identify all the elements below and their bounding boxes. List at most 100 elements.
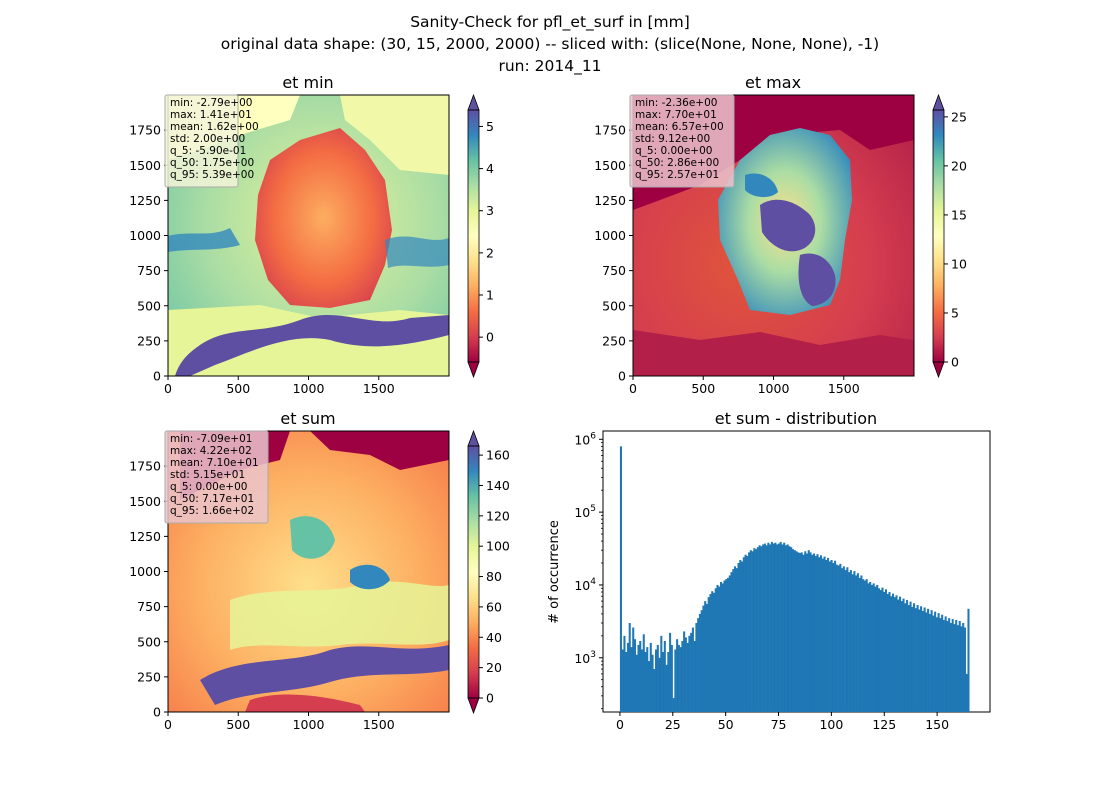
hist-bar: [828, 561, 831, 712]
hist-bar: [805, 553, 809, 712]
y-tick-label: 500: [137, 298, 161, 313]
hist-bar: [899, 596, 902, 712]
hist-bar: [956, 625, 959, 712]
hist-bar: [923, 607, 926, 712]
y-tick-label: 1500: [594, 158, 626, 173]
y-tick-label: 500: [602, 298, 626, 313]
colorbar-tick-label: 40: [486, 630, 502, 645]
hist-bar: [674, 649, 677, 712]
hist-bar: [669, 632, 672, 712]
hist-bar: [714, 588, 717, 712]
hist-bar: [946, 620, 949, 712]
y-tick-label: 1000: [129, 228, 161, 243]
colorbar-tick-label: 60: [486, 599, 502, 614]
colorbar-extend-top: [932, 93, 945, 111]
hist-bar: [770, 541, 773, 712]
colorbar-tick-label: 0: [486, 691, 494, 706]
hist-bar: [793, 550, 796, 712]
x-tick-label: 1500: [828, 381, 860, 396]
hist-bar: [709, 594, 712, 712]
hist-bar: [928, 613, 931, 712]
y-tick-label: 0: [153, 705, 161, 720]
hist-bar: [665, 664, 668, 712]
stat-line: min: -2.79e+00: [170, 97, 252, 109]
hist-bar: [637, 644, 640, 712]
hist-bar: [707, 597, 710, 712]
hist-bar: [963, 627, 967, 712]
hist-bar: [920, 606, 923, 712]
hist-bar: [684, 637, 687, 712]
hist-bar: [648, 661, 651, 712]
x-tick-label: 1000: [293, 717, 325, 732]
hist-bar: [821, 558, 824, 712]
hist-bar: [900, 601, 903, 712]
hist-bar: [839, 563, 842, 712]
hist-bar: [907, 605, 910, 712]
colorbar-tick-label: 140: [486, 478, 510, 493]
hist-bar: [883, 592, 886, 712]
hist-bar: [730, 572, 733, 712]
hist-bar: [683, 631, 686, 712]
hist-bar: [623, 635, 626, 712]
hist-bar: [655, 649, 658, 712]
axes-et-min: 0 500 1000 1500 0 250 500 750 1000 1250 1500 1750: [129, 94, 450, 396]
colorbar-tick-label: 100: [486, 539, 510, 554]
y-tick-label: 103: [574, 650, 596, 666]
hist-bar: [844, 570, 847, 712]
hist-bar: [688, 635, 691, 712]
colorbar-tick-label: 20: [951, 158, 967, 173]
x-tick-label: 0: [629, 381, 637, 396]
x-tick-label: 500: [226, 381, 250, 396]
colorbar-tick-label: 2: [486, 245, 494, 260]
hist-bar: [619, 446, 622, 712]
stat-line: std: 2.00e+00: [170, 133, 245, 145]
high-patch: [745, 173, 778, 198]
x-tick-label: 75: [771, 717, 787, 732]
hist-bar: [951, 619, 954, 712]
hist-bar: [663, 640, 666, 712]
hist-bar: [818, 557, 821, 712]
hist-bar: [677, 644, 680, 712]
hist-bar: [783, 542, 786, 712]
stat-line: q_50: 1.75e+00: [170, 157, 254, 169]
colorbar-et-max: 0 5 10 15 20 25: [932, 93, 967, 379]
hist-bar: [855, 575, 858, 712]
y-tick-label: 1500: [129, 158, 161, 173]
axes-et-sum: 0 500 1000 1500 0 250 500 750 1000 1250 1500 1750: [129, 430, 450, 732]
hist-bar: [958, 620, 961, 712]
hist-bar: [718, 586, 721, 712]
high-patch: [168, 228, 240, 252]
y-tick-label: 750: [137, 599, 161, 614]
hist-bar: [758, 545, 761, 712]
colorbar-tick-label: 160: [486, 448, 510, 463]
colorbar-et-sum: 0 20 40 60 80 100 120 140 160: [467, 429, 510, 715]
hist-bar: [744, 554, 747, 712]
hist-bar: [719, 581, 723, 712]
hist-bar: [712, 592, 716, 712]
hist-bar: [798, 552, 802, 712]
hist-bar: [955, 620, 958, 712]
hist-bar: [781, 544, 784, 712]
panel-title-et-min: et min: [282, 73, 333, 92]
stat-line: mean: 6.57e+00: [635, 121, 724, 133]
stat-line: max: 7.70e+01: [635, 109, 717, 121]
hist-bar: [825, 560, 828, 712]
hist-bar: [865, 579, 868, 712]
hist-bar: [816, 554, 819, 712]
hist-bar: [862, 579, 865, 712]
hist-bar: [870, 584, 873, 712]
y-tick-label: 1000: [129, 564, 161, 579]
hist-bar: [726, 577, 730, 712]
hist-bar: [746, 555, 749, 712]
hist-bar: [767, 542, 770, 712]
hist-bar: [779, 541, 782, 712]
hist-bar: [886, 594, 889, 712]
hist-bar: [667, 652, 670, 712]
hist-ylabel: # of occurrence: [547, 520, 562, 624]
colorbar-tick-label: 10: [951, 256, 967, 271]
hist-bar: [876, 584, 879, 712]
hist-bar: [953, 624, 956, 712]
hist-bar: [909, 601, 912, 712]
hist-bar: [670, 644, 673, 712]
